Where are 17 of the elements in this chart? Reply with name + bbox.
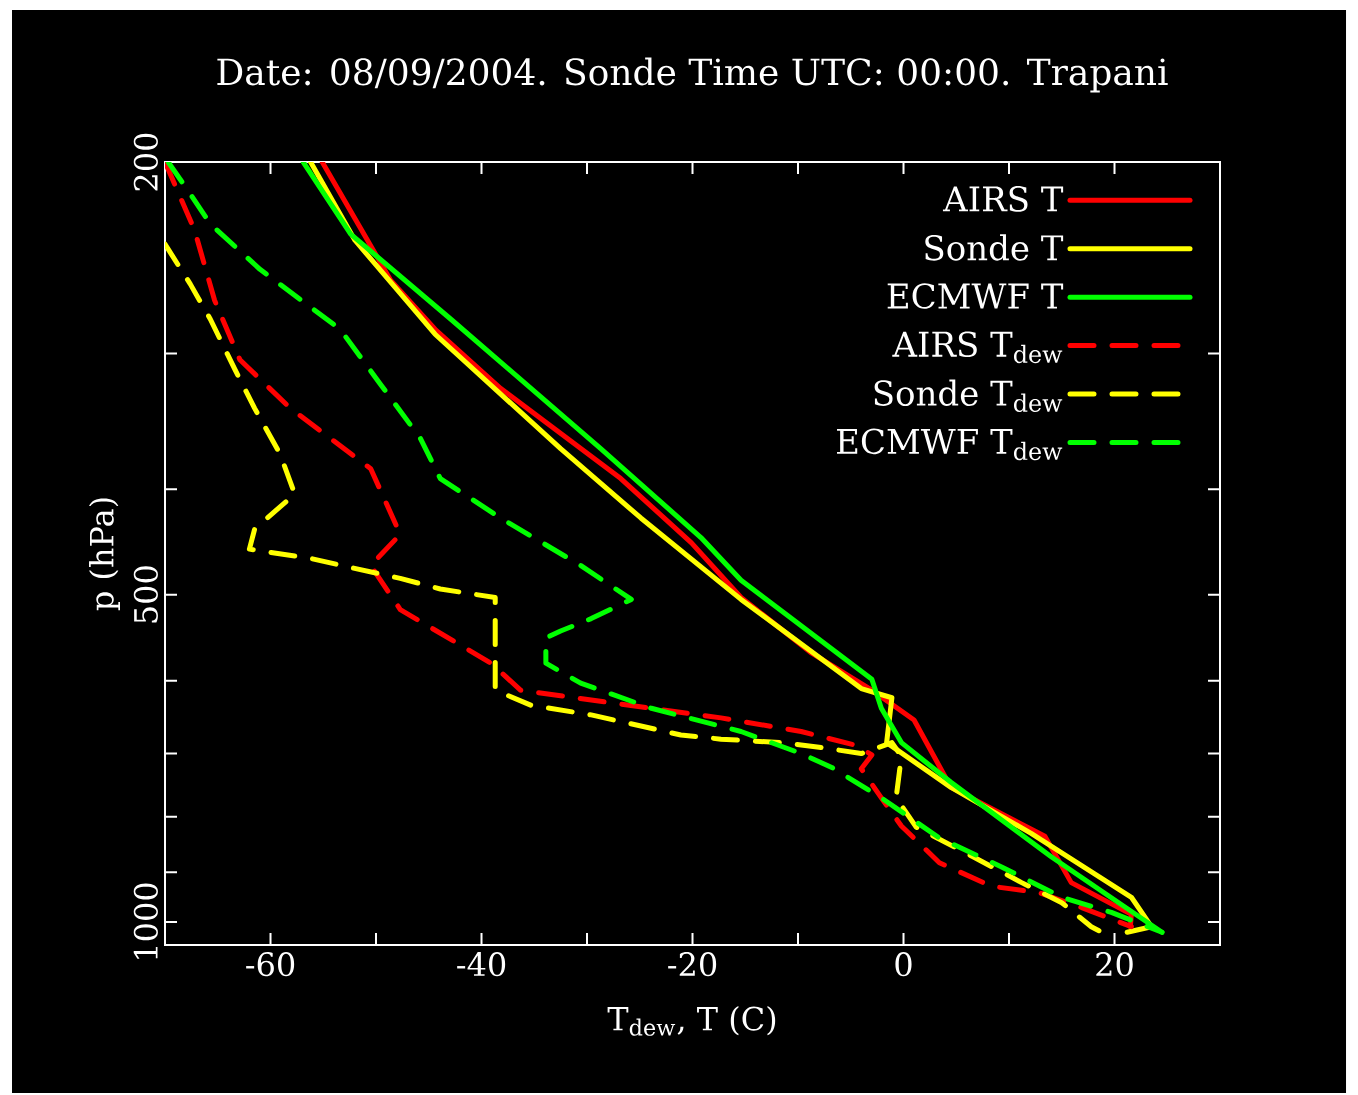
y-axis-title: p (hPa) bbox=[89, 498, 120, 611]
chart-title: Date: 08/09/2004. Sonde Time UTC: 00:00. Trapani bbox=[217, 57, 1168, 93]
legend-label: ECMWF T bbox=[887, 283, 1064, 309]
y-tick-label: 200 bbox=[133, 133, 158, 191]
legend-label: Sonde T bbox=[925, 234, 1064, 261]
x-tick-label: 20 bbox=[1096, 952, 1133, 977]
legend-label: AIRS T bbox=[942, 186, 1064, 212]
y-tick-label: 500 bbox=[133, 566, 158, 623]
x-tick-label: -60 bbox=[246, 952, 295, 977]
x-tick-label: -20 bbox=[668, 952, 717, 977]
x-tick-label: -40 bbox=[457, 952, 506, 977]
legend-label: Sonde T$_{dew}$ bbox=[874, 379, 1063, 412]
x-axis-title: T$_{dew}$, T (C) bbox=[607, 1006, 776, 1036]
legend-label: ECMWF T$_{dew}$ bbox=[837, 428, 1063, 461]
y-tick-label: 1000 bbox=[133, 883, 158, 959]
x-tick-label: 0 bbox=[895, 952, 912, 977]
legend-label: AIRS T$_{dew}$ bbox=[892, 331, 1063, 364]
